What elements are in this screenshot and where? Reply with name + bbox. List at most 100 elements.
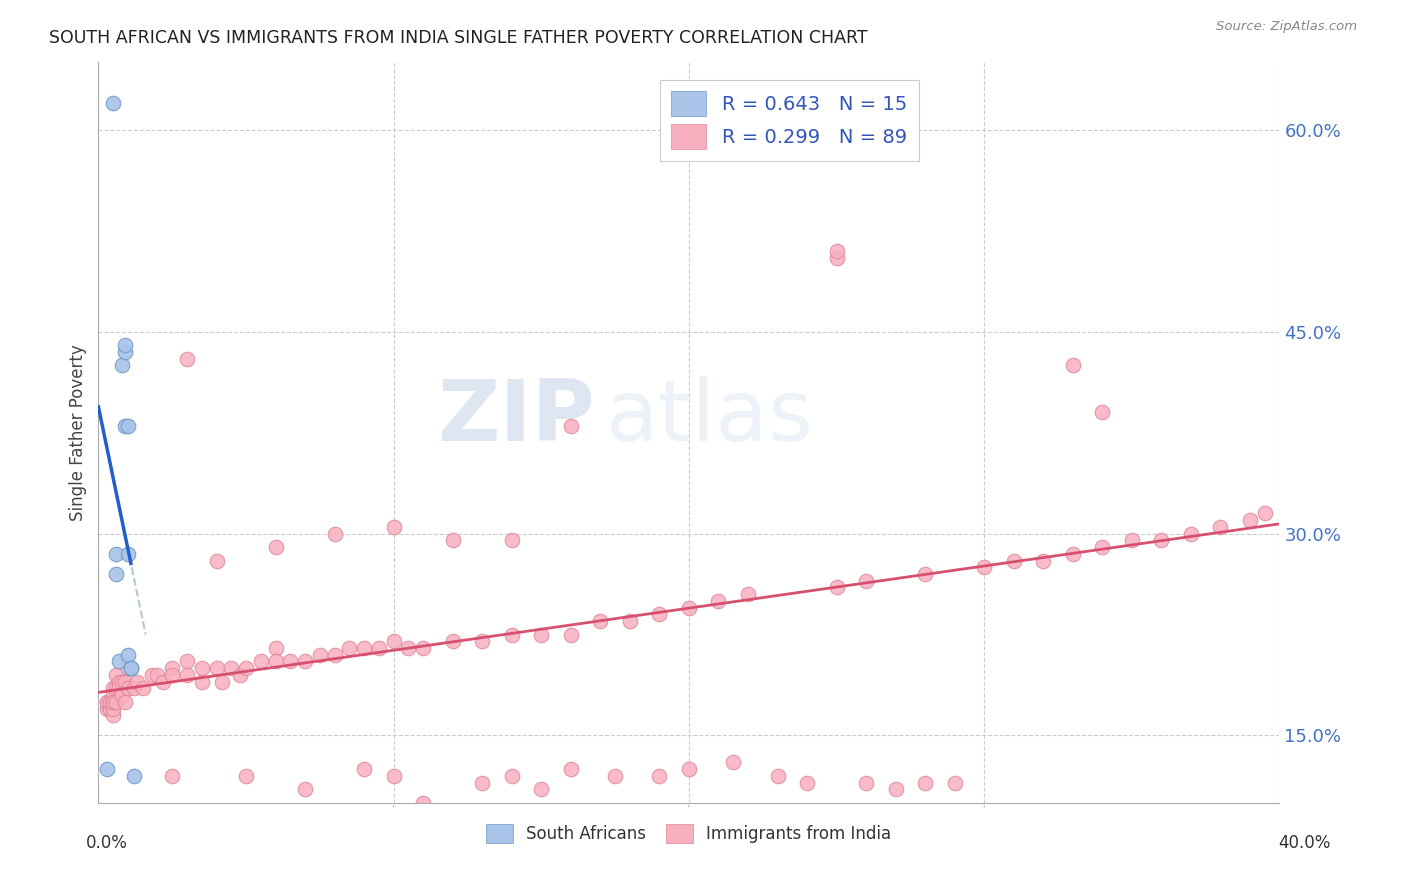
Point xyxy=(162,661,183,675)
Point xyxy=(176,351,198,366)
Point xyxy=(294,782,316,797)
Point xyxy=(884,782,907,797)
Point xyxy=(1091,405,1114,419)
Point xyxy=(353,640,375,655)
Point xyxy=(943,775,966,789)
Point xyxy=(560,762,582,776)
Point xyxy=(707,594,730,608)
Point xyxy=(723,756,745,770)
Point xyxy=(648,769,671,783)
Point xyxy=(382,520,405,534)
Point xyxy=(825,581,848,595)
Point xyxy=(264,640,287,655)
Point xyxy=(412,796,434,810)
Point xyxy=(117,681,139,696)
Point xyxy=(280,655,302,669)
Point xyxy=(353,762,375,776)
Point xyxy=(309,648,332,662)
Point xyxy=(1002,553,1025,567)
Point xyxy=(1180,526,1202,541)
Point xyxy=(250,655,273,669)
Point xyxy=(678,600,700,615)
Point xyxy=(105,668,128,682)
Point xyxy=(382,769,405,783)
Point xyxy=(103,695,125,709)
Point xyxy=(132,681,155,696)
Point xyxy=(98,695,121,709)
Point xyxy=(117,547,139,561)
Point xyxy=(114,674,136,689)
Point xyxy=(125,674,148,689)
Point xyxy=(560,627,582,641)
Point xyxy=(114,695,136,709)
Text: 0.0%: 0.0% xyxy=(86,834,128,852)
Point xyxy=(530,782,553,797)
Point xyxy=(678,129,700,144)
Point xyxy=(796,775,818,789)
Point xyxy=(619,614,641,628)
Point xyxy=(973,560,995,574)
Point xyxy=(108,674,131,689)
Text: 40.0%: 40.0% xyxy=(1278,834,1331,852)
Point xyxy=(122,681,145,696)
Point xyxy=(855,574,877,588)
Point xyxy=(114,344,136,359)
Point xyxy=(264,540,287,554)
Point xyxy=(339,640,361,655)
Point xyxy=(98,695,121,709)
Point xyxy=(648,607,671,622)
Point xyxy=(103,701,125,715)
Point xyxy=(382,634,405,648)
Point xyxy=(191,661,214,675)
Point xyxy=(1091,540,1114,554)
Text: atlas: atlas xyxy=(606,376,814,459)
Point xyxy=(120,661,142,675)
Point xyxy=(530,627,553,641)
Point xyxy=(103,95,125,110)
Point xyxy=(108,655,131,669)
Legend: South Africans, Immigrants from India: South Africans, Immigrants from India xyxy=(479,817,898,850)
Point xyxy=(471,775,494,789)
Point xyxy=(1032,553,1054,567)
Point xyxy=(737,587,759,601)
Point xyxy=(152,674,174,689)
Point xyxy=(501,627,523,641)
Point xyxy=(766,769,789,783)
Point xyxy=(914,775,936,789)
Point xyxy=(1150,533,1173,548)
Point xyxy=(176,668,198,682)
Point xyxy=(103,695,125,709)
Point xyxy=(1121,533,1143,548)
Point xyxy=(221,661,243,675)
Point xyxy=(105,681,128,696)
Point xyxy=(117,418,139,433)
Point xyxy=(111,359,134,373)
Point xyxy=(205,553,228,567)
Point xyxy=(96,701,118,715)
Point xyxy=(1239,513,1261,527)
Point xyxy=(162,769,183,783)
Point xyxy=(141,668,163,682)
Point xyxy=(103,708,125,723)
Point xyxy=(323,648,346,662)
Point xyxy=(105,695,128,709)
Point xyxy=(1062,547,1084,561)
Point xyxy=(855,775,877,789)
Point xyxy=(98,701,121,715)
Point xyxy=(117,648,139,662)
Point xyxy=(105,566,128,581)
Point xyxy=(96,762,118,776)
Point xyxy=(323,526,346,541)
Text: SOUTH AFRICAN VS IMMIGRANTS FROM INDIA SINGLE FATHER POVERTY CORRELATION CHART: SOUTH AFRICAN VS IMMIGRANTS FROM INDIA S… xyxy=(49,29,868,46)
Point xyxy=(1209,520,1232,534)
Point xyxy=(294,655,316,669)
Point xyxy=(398,640,420,655)
Point xyxy=(412,640,434,655)
Point xyxy=(1254,507,1277,521)
Point xyxy=(108,681,131,696)
Point xyxy=(605,769,627,783)
Point xyxy=(678,122,700,136)
Point xyxy=(205,661,228,675)
Point xyxy=(229,668,252,682)
Point xyxy=(114,418,136,433)
